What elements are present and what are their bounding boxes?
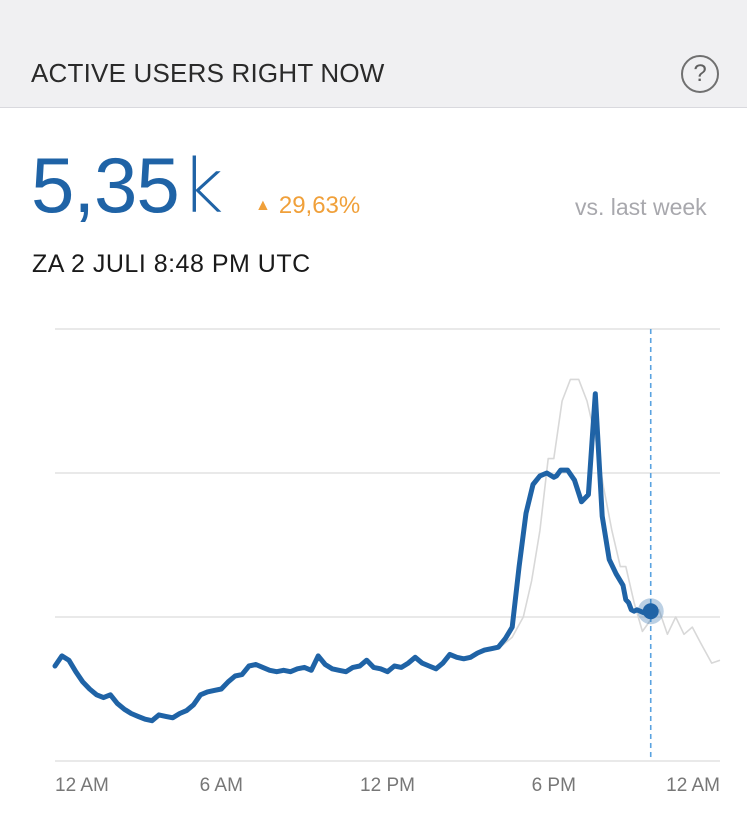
comparison-label: vs. last week [575, 194, 707, 220]
value-number: 5,35 [31, 141, 180, 229]
value-unit: k [180, 144, 224, 230]
timestamp: ZA 2 JULI 8:48 PM UTC [32, 250, 311, 278]
comparison-series-line [497, 378, 721, 664]
active-users-value: 5,35k [31, 140, 224, 231]
x-tick-label: 12 AM [55, 775, 109, 796]
current-point[interactable] [642, 603, 659, 620]
help-icon[interactable]: ? [681, 55, 719, 93]
current-series-line [52, 391, 654, 724]
triangle-up-icon: ▲ [255, 197, 271, 214]
panel-title: ACTIVE USERS RIGHT NOW [31, 58, 385, 88]
x-tick-label: 12 PM [360, 775, 415, 796]
change-value: 29,63% [278, 192, 361, 219]
x-tick-label: 12 AM [666, 775, 720, 796]
panel-header: ACTIVE USERS RIGHT NOW ? [0, 0, 747, 108]
x-tick-label: 6 AM [200, 775, 243, 796]
chart-grid [55, 328, 720, 762]
x-axis-ticks: 12 AM 6 AM 12 PM 6 PM 12 AM [55, 775, 720, 796]
x-tick-label: 6 PM [532, 775, 576, 796]
change-indicator: ▲ 29,63% [255, 192, 360, 220]
active-users-chart: 12 AM 6 AM 12 PM 6 PM 12 AM [52, 328, 721, 796]
